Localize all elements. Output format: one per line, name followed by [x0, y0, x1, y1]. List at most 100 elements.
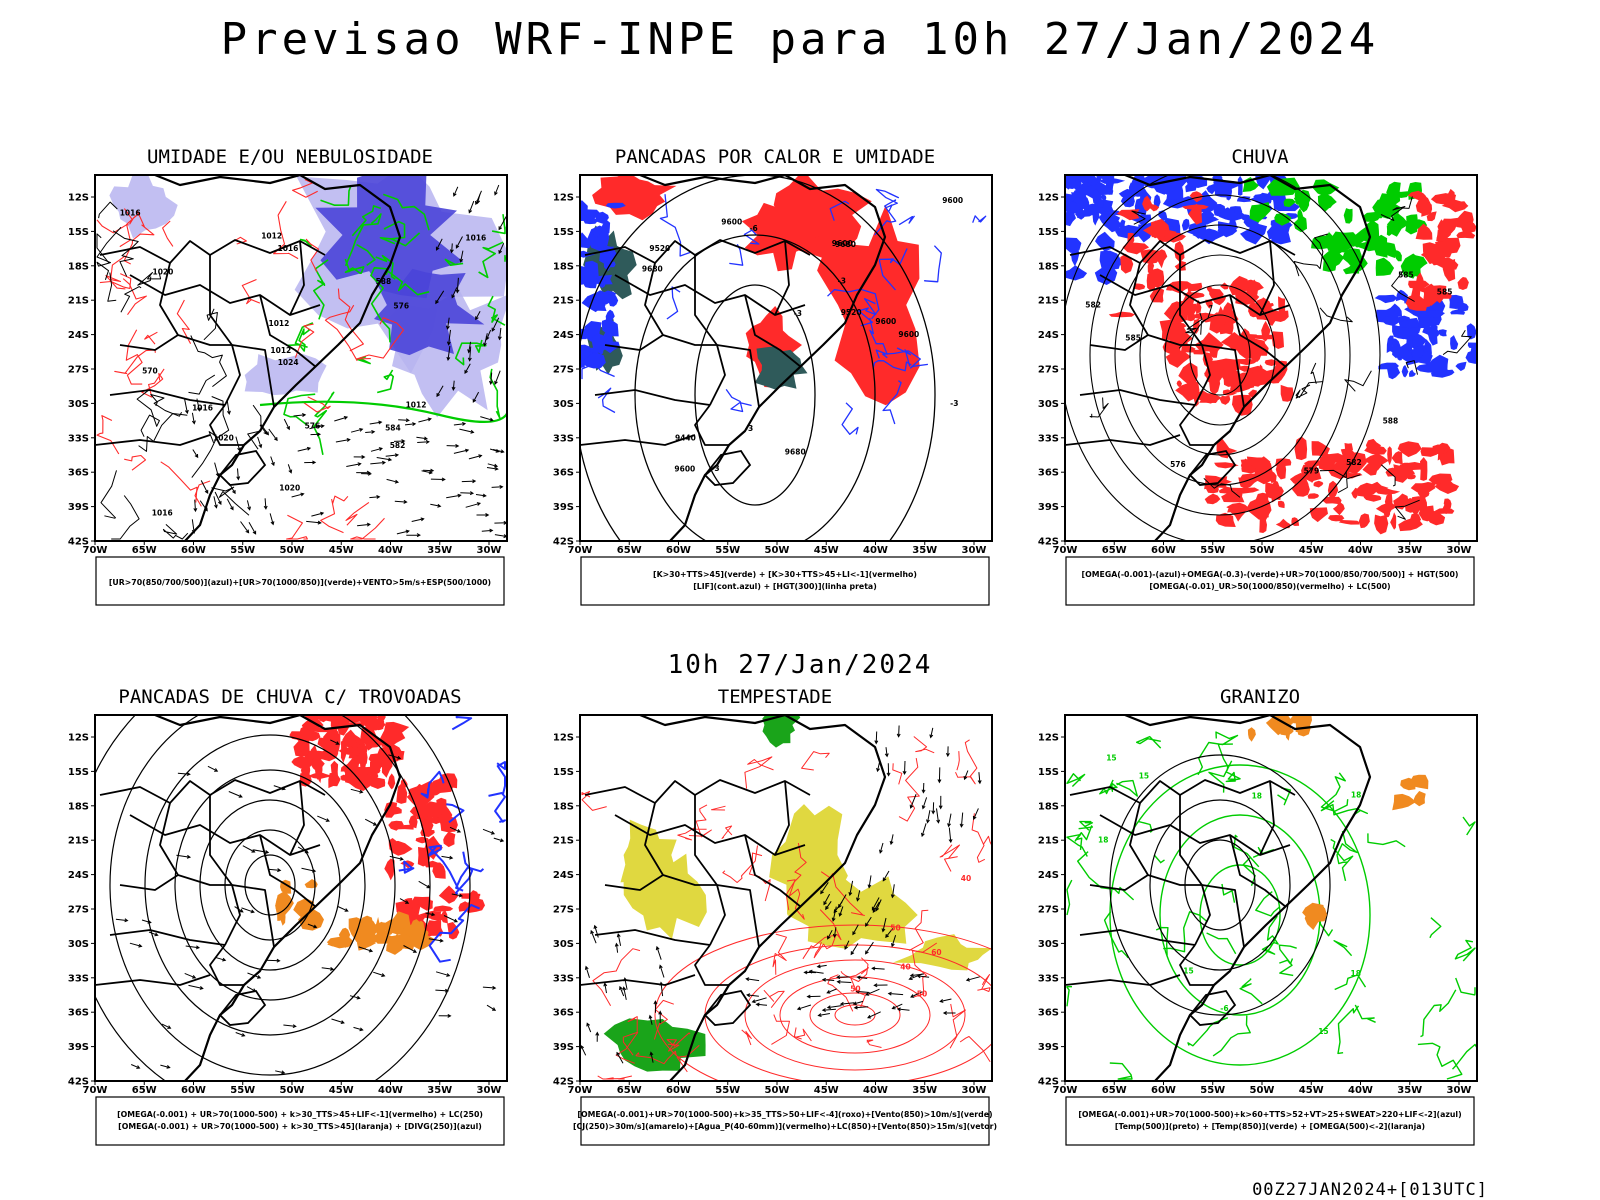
omega-blue	[1406, 335, 1413, 352]
divergence-contour	[427, 844, 459, 889]
streamline	[199, 799, 341, 971]
wind-vector	[882, 870, 890, 882]
lif-blue-area	[605, 309, 615, 325]
country-border	[716, 884, 760, 948]
temp850-contour	[1199, 864, 1281, 966]
lat-label: 12S	[1038, 733, 1059, 744]
omega-blue	[1419, 310, 1445, 318]
country-border	[744, 834, 802, 908]
rain-red	[1246, 456, 1271, 469]
wind-vector	[468, 200, 475, 214]
lat-label: 42S	[68, 537, 89, 548]
wind-vector	[614, 942, 619, 953]
country-border	[95, 974, 211, 986]
water-contour	[955, 739, 978, 785]
temp850-contour	[1217, 743, 1233, 771]
water-contour	[744, 756, 774, 789]
wind-vector	[491, 317, 500, 332]
chart-svg: PANCADAS POR CALOR E UMIDADE 968096809600…	[553, 146, 993, 606]
storm-red	[432, 862, 446, 879]
rain-red	[1391, 451, 1403, 465]
water-contour	[971, 813, 986, 863]
streamline-arrow	[301, 867, 317, 873]
lat-label: 15S	[1038, 767, 1059, 778]
water-contour	[840, 957, 869, 982]
omega-blue	[1411, 346, 1425, 358]
wind-vector	[848, 880, 854, 897]
wind-vector	[453, 186, 459, 197]
lat-label: 24S	[68, 330, 89, 341]
wind-vector	[931, 802, 936, 815]
storm-red	[317, 715, 331, 723]
wind-vector	[481, 528, 494, 533]
streamline-arrow	[235, 1032, 246, 1037]
pressure-contour	[211, 486, 250, 516]
lif-contour	[875, 188, 900, 213]
map-layers: 9680968096009600952094409600968095209600…	[580, 175, 987, 541]
water-contour	[939, 844, 960, 872]
wind-vector	[335, 438, 351, 443]
pressure-contour	[111, 495, 140, 540]
forecast-time: 10h 27/Jan/2024	[667, 650, 933, 680]
wind-vector	[455, 277, 460, 294]
thickness-contour	[241, 278, 261, 305]
streamline-arrow	[115, 918, 129, 923]
rain-red	[1176, 380, 1182, 388]
lat-label: 24S	[1038, 330, 1059, 341]
omega-green	[1294, 187, 1302, 205]
lat-label: 42S	[1038, 537, 1059, 548]
map-layers: 585 582 576 579 585 582 585 588	[1065, 175, 1477, 541]
divergence-contour	[496, 761, 506, 796]
country-border	[119, 874, 179, 891]
lat-label: 39S	[553, 1042, 574, 1053]
wind-vector	[908, 973, 923, 980]
rain-red	[1215, 512, 1236, 527]
map-layers: 18 18 15 18 15 15 15 -6 18	[1065, 715, 1477, 1081]
streamline-arrow	[337, 906, 349, 912]
wind-vector	[353, 455, 366, 459]
omega-blue	[1096, 175, 1103, 185]
pressure-contour	[203, 308, 218, 341]
wind-vector	[404, 422, 417, 427]
water-contour	[949, 1003, 966, 1049]
wind-vector	[972, 808, 979, 821]
lon-label: 65W	[132, 545, 157, 556]
wind-vector	[465, 502, 482, 508]
contour-label: 40	[961, 874, 971, 883]
thickness-contour	[119, 208, 140, 248]
wind-vector	[751, 997, 767, 1004]
country-border	[1201, 344, 1245, 408]
thickness-contour	[122, 278, 147, 316]
country-border	[289, 780, 305, 856]
humidity-1000-850-contour	[383, 220, 406, 240]
lon-label: 70W	[83, 545, 108, 556]
wind-vector	[293, 413, 307, 418]
omega-blue	[1065, 237, 1082, 253]
water-contour	[666, 1032, 691, 1052]
lon-label: 45W	[814, 1085, 839, 1096]
streamline-arrow	[131, 1064, 141, 1069]
coastline	[639, 175, 887, 541]
streamline-arrow	[207, 765, 219, 772]
lat-label: 15S	[553, 227, 574, 238]
wind-vector	[193, 499, 198, 513]
rain-red	[1122, 242, 1150, 255]
uruguay-border	[703, 989, 752, 1026]
rain-red	[1271, 310, 1289, 322]
wind-vector	[963, 770, 969, 781]
water-contour	[744, 959, 966, 1071]
chart-svg: TEMPESTADE 50 40 60 50 40 50 12S 15S 18S 21S 24S 27S…	[553, 686, 997, 1146]
water-contour	[912, 942, 938, 998]
panel-title: PANCADAS POR CALOR E UMIDADE	[615, 146, 935, 168]
pressure-contour	[98, 201, 118, 219]
map-frame	[579, 714, 993, 1082]
omega-green	[1394, 249, 1402, 262]
map-layers	[95, 715, 506, 1081]
country-border	[209, 404, 244, 446]
omega-blue	[1078, 175, 1096, 183]
omega-green	[1373, 212, 1383, 219]
storm-red	[440, 910, 448, 924]
wind-vector	[394, 499, 408, 504]
water-contour	[959, 1036, 991, 1063]
omega-blue	[1237, 175, 1243, 196]
